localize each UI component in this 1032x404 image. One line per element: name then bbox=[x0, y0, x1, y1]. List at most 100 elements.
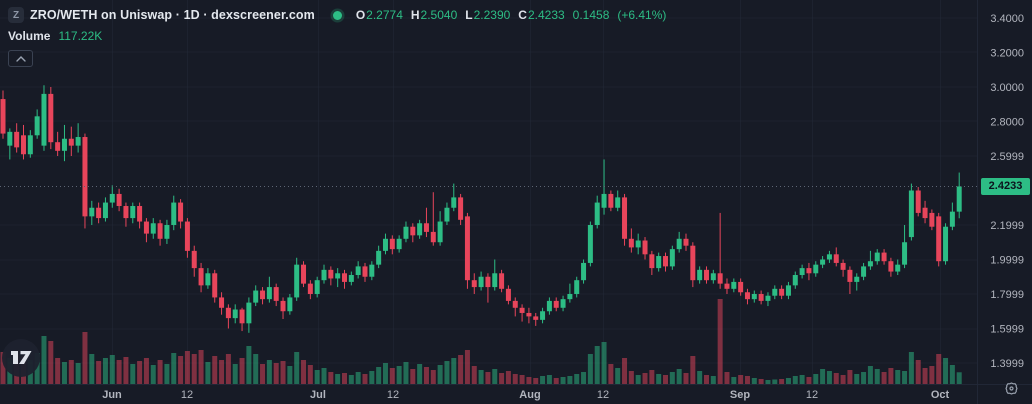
volume-bar bbox=[198, 350, 204, 384]
volume-bar bbox=[48, 341, 54, 384]
candlestick bbox=[232, 304, 238, 324]
price-tick-label[interactable]: 2.5999 bbox=[990, 151, 1024, 163]
volume-bar bbox=[601, 342, 607, 384]
candlestick bbox=[225, 304, 231, 329]
volume-bar bbox=[656, 374, 662, 384]
candlestick bbox=[7, 128, 13, 160]
candlestick bbox=[656, 252, 662, 272]
volume-bar bbox=[499, 373, 505, 384]
price-tick-label[interactable]: 1.3999 bbox=[990, 358, 1024, 370]
legend-volume-row: Volume 117.22K bbox=[8, 29, 666, 43]
time-tick-label[interactable]: Jul bbox=[310, 389, 326, 401]
time-tick-label[interactable]: 12 bbox=[597, 389, 609, 401]
candlestick bbox=[724, 278, 730, 294]
volume-bar bbox=[826, 371, 832, 384]
candlestick bbox=[451, 183, 457, 212]
volume-bar bbox=[758, 379, 764, 384]
candlestick bbox=[294, 257, 300, 301]
time-tick-label[interactable]: Sep bbox=[730, 389, 750, 401]
candlestick bbox=[574, 276, 580, 298]
candlestick bbox=[478, 271, 484, 291]
volume-bar bbox=[703, 375, 709, 384]
candlestick bbox=[273, 283, 279, 307]
time-tick-label[interactable]: Aug bbox=[519, 389, 540, 401]
candlestick bbox=[895, 259, 901, 276]
candlestick bbox=[533, 312, 539, 326]
volume-bar bbox=[929, 366, 935, 384]
time-tick-label[interactable]: 12 bbox=[806, 389, 818, 401]
candlestick bbox=[0, 90, 6, 139]
volume-bar bbox=[34, 353, 40, 384]
price-tick-label[interactable]: 1.7999 bbox=[990, 289, 1024, 301]
candlestick bbox=[239, 307, 245, 332]
collapse-legend-button[interactable] bbox=[8, 50, 33, 67]
price-tick-label[interactable]: 3.0000 bbox=[990, 82, 1024, 94]
volume-bar bbox=[348, 375, 354, 384]
volume-bar bbox=[437, 365, 443, 384]
price-tick-label[interactable]: 1.9999 bbox=[990, 255, 1024, 267]
candlestick bbox=[690, 242, 696, 288]
volume-bar bbox=[260, 364, 266, 384]
candlestick bbox=[663, 252, 669, 272]
volume-bar bbox=[642, 373, 648, 384]
candlestick bbox=[14, 123, 20, 153]
settings-button[interactable] bbox=[1004, 381, 1019, 401]
candlestick bbox=[266, 276, 272, 303]
candlestick bbox=[888, 257, 894, 277]
volume-bar bbox=[355, 372, 361, 384]
candlestick bbox=[212, 269, 218, 303]
price-tick-label[interactable]: 2.8000 bbox=[990, 116, 1024, 128]
price-tick-label[interactable]: 1.5999 bbox=[990, 324, 1024, 336]
candlestick bbox=[342, 269, 347, 289]
price-tick-label[interactable]: 2.1999 bbox=[990, 220, 1024, 232]
volume-bar bbox=[75, 363, 81, 384]
volume-bar bbox=[751, 378, 757, 384]
volume-bar bbox=[89, 354, 95, 384]
candlestick bbox=[512, 297, 518, 317]
candlestick bbox=[396, 235, 402, 253]
volume-bar bbox=[724, 372, 730, 384]
volume-bar bbox=[191, 354, 197, 384]
price-tick-label[interactable]: 3.4000 bbox=[990, 13, 1024, 25]
candlestick bbox=[949, 202, 955, 231]
candlestick bbox=[744, 288, 750, 305]
time-tick-label[interactable]: Jun bbox=[102, 389, 122, 401]
candlestick bbox=[75, 123, 81, 153]
volume-bar bbox=[546, 375, 552, 384]
candlestick bbox=[765, 292, 771, 307]
price-tick-label[interactable]: 3.2000 bbox=[990, 47, 1024, 59]
candlestick bbox=[389, 235, 395, 255]
volume-bar bbox=[178, 356, 184, 384]
tradingview-logo[interactable] bbox=[2, 339, 40, 377]
volume-bar bbox=[895, 370, 901, 384]
time-tick-label[interactable]: Oct bbox=[931, 389, 950, 401]
volume-bar bbox=[622, 358, 628, 384]
candlestick bbox=[89, 200, 95, 225]
candlestick bbox=[20, 124, 26, 160]
volume-bar bbox=[239, 358, 245, 384]
candlestick bbox=[348, 271, 354, 286]
volume-bar bbox=[560, 377, 566, 384]
candlestick bbox=[833, 247, 839, 267]
candlestick bbox=[642, 237, 648, 260]
close-label: C bbox=[518, 8, 527, 22]
candlestick bbox=[936, 212, 942, 267]
volume-bar bbox=[376, 367, 382, 384]
candlestick bbox=[164, 219, 170, 244]
volume-bar bbox=[232, 364, 238, 384]
time-tick-label[interactable]: 12 bbox=[181, 389, 193, 401]
volume-bar bbox=[382, 363, 388, 384]
candlestick bbox=[779, 285, 785, 300]
gear-icon bbox=[1005, 382, 1018, 395]
change-abs: 0.1458 bbox=[572, 8, 610, 22]
volume-bar bbox=[956, 372, 962, 384]
candlestick bbox=[751, 290, 757, 303]
time-tick-label[interactable]: 12 bbox=[387, 389, 399, 401]
candlestick bbox=[355, 261, 361, 279]
candlestick bbox=[410, 223, 416, 243]
candlestick bbox=[321, 264, 327, 284]
candlestick bbox=[280, 297, 286, 319]
volume-bar bbox=[362, 374, 368, 384]
